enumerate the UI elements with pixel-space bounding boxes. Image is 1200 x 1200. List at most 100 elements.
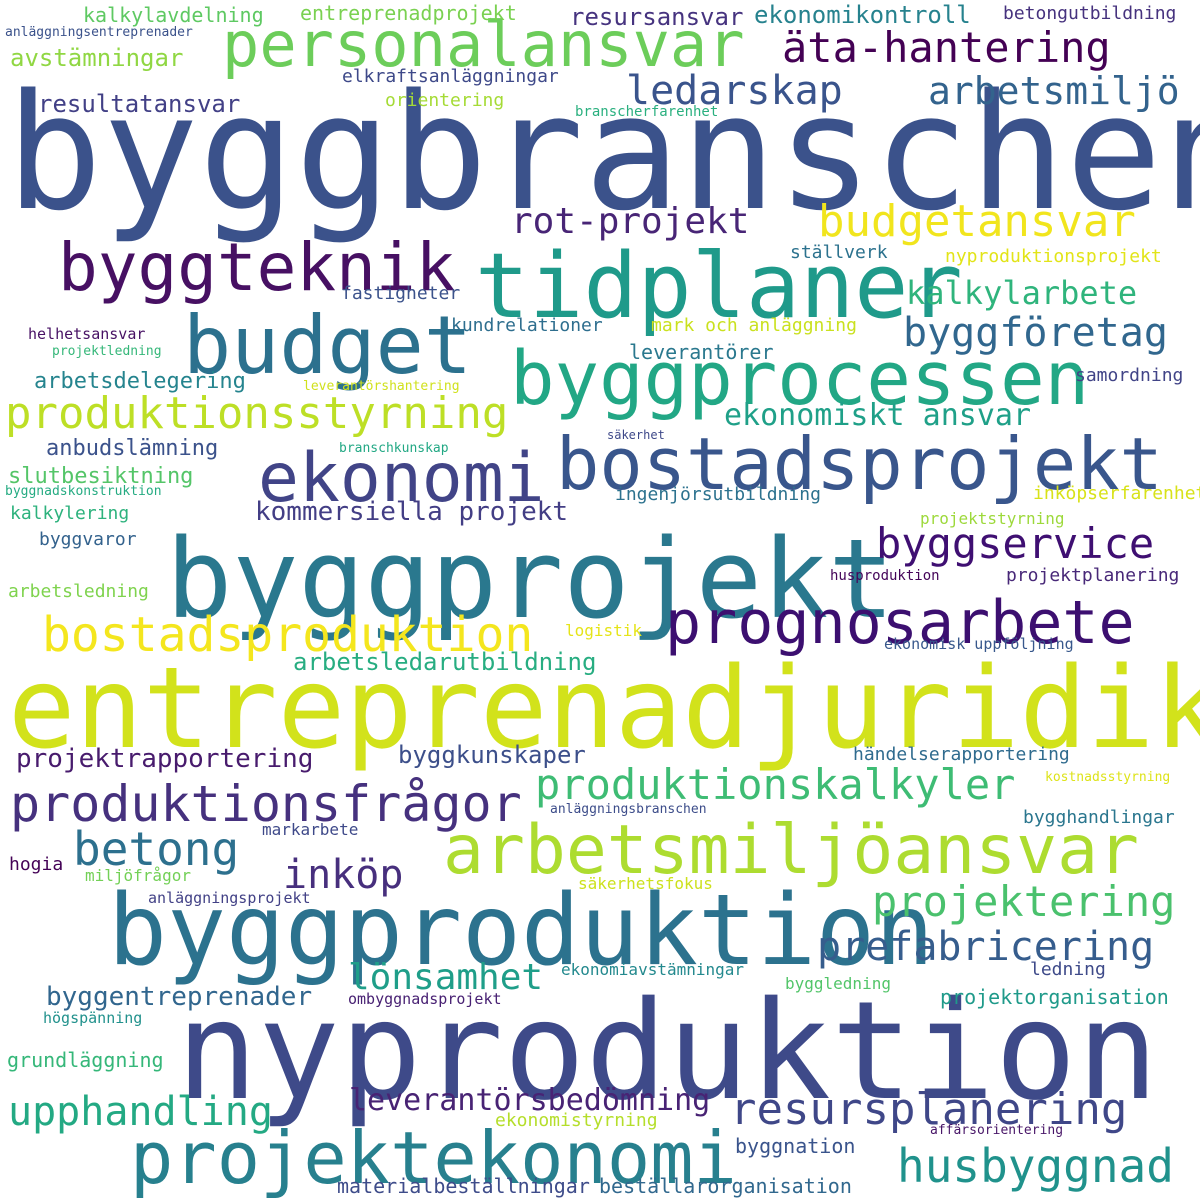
word-byggledning: byggledning [785,974,891,993]
word-projektstyrning: projektstyrning [920,509,1065,528]
word-upphandling: upphandling [8,1089,273,1135]
word-tidplaner: tidplaner [475,234,963,339]
word-byggentreprenader: byggentreprenader [46,982,313,1012]
word-orientering: orientering [385,90,505,111]
word-elkraftsanlaggningar: elkraftsanläggningar [342,66,559,87]
word-lonsamhet: lönsamhet [348,957,544,998]
word-ekonomikontroll: ekonomikontroll [754,1,971,29]
word-projektplanering: projektplanering [1006,565,1180,586]
word-projektering: projektering [872,877,1176,926]
word-samordning: samordning [1075,365,1184,386]
word-leverantorsbedomning: leverantörsbedömning [349,1083,711,1118]
word-stallverk: ställverk [790,242,888,263]
word-bostadsproduktion: bostadsproduktion [42,607,534,663]
word-bostadsprojekt: bostadsprojekt [556,422,1163,506]
word-ekonomisk-uppfoljning: ekonomisk uppföljning [884,635,1074,653]
word-byggnation: byggnation [735,1134,856,1158]
word-kundrelationer: kundrelationer [451,315,603,336]
word-hogspanning: högspänning [43,1009,143,1027]
word-hogia: hogia [9,854,64,875]
word-helhetsansvar: helhetsansvar [28,325,146,343]
word-anlaggningsentreprenader: anläggningsentreprenader [5,25,193,40]
word-ekonomistyrning: ekonomistyrning [495,1110,658,1131]
word-betong: betong [73,822,240,876]
word-resursplanering: resursplanering [730,1084,1128,1135]
word-byggnadskonstruktion: byggnadskonstruktion [5,484,162,499]
word-kalkylarbete: kalkylarbete [906,274,1138,312]
word-betongutbildning: betongutbildning [1003,3,1177,24]
word-logistik: logistik [565,621,643,640]
word-budget: budget [183,299,472,392]
word-arbetsledarutbildning: arbetsledarutbildning [293,648,597,676]
word-resursansvar: resursansvar [570,3,744,31]
word-anbudslamning: anbudslämning [46,436,219,461]
word-produktionsfragor: produktionsfrågor [10,775,522,833]
word-kalkylering: kalkylering [10,503,130,524]
word-projektekonomi: projektekonomi [130,1116,737,1200]
word-byggbranschen: byggbranschen [6,59,1200,246]
word-leverantorshantering: leverantörshantering [303,379,460,394]
word-resultatansvar: resultatansvar [38,90,241,118]
word-arbetsmiljo: arbetsmiljö [928,69,1180,113]
word-byggkunskaper: byggkunskaper [398,741,586,769]
word-markarbete: markarbete [262,820,359,839]
word-projektledning: projektledning [52,344,162,359]
word-mark-och-anlaggning: mark och anläggning [651,315,857,336]
word-leverantorer: leverantörer [629,340,774,364]
word-materialbestallningar: materialbeställningar [337,1174,590,1198]
word-ekonomiavstamningar: ekonomiavstämningar [561,960,745,979]
word-byggprocessen: byggprocessen [510,336,1090,422]
word-byggvaror: byggvaror [39,529,137,550]
word-nyproduktionsprojekt: nyproduktionsprojekt [945,246,1162,267]
word-fastigheter: fastigheter [341,283,461,304]
word-byggteknik: byggteknik [58,229,456,306]
word-prognosarbete: prognosarbete [665,588,1135,658]
word-rot-projekt: rot-projekt [511,201,750,242]
word-branscherfarenhet: branscherfarenhet [575,104,719,120]
word-anlaggningsprojekt: anläggningsprojekt [148,889,311,907]
word-bestallarorganisation: beställarorganisation [599,1174,852,1198]
word-arbetsledning: arbetsledning [8,581,149,602]
word-projektorganisation: projektorganisation [940,985,1169,1009]
word-arbetsdelegering: arbetsdelegering [34,369,246,394]
word-handelserapportering: händelserapportering [853,744,1070,765]
word-nyproduktion: nyproduktion [176,973,1159,1131]
word-branschkunskap: branschkunskap [339,441,449,456]
word-sakerhet: säkerhet [607,428,665,442]
word-kostnadsstyrning: kostnadsstyrning [1045,770,1171,785]
word-produktionsstyrning: produktionsstyrning [5,388,509,439]
word-byggproduktion: byggproduktion [108,874,935,988]
word-sakerhetsfokus: säkerhetsfokus [578,874,713,893]
word-grundlaggning: grundläggning [7,1048,164,1072]
word-ekonomiskt-ansvar: ekonomiskt ansvar [724,398,1032,433]
word-ingenjorsutbildning: ingenjörsutbildning [615,484,821,505]
word-projektrapportering: projektrapportering [16,744,314,774]
word-ombyggnadsprojekt: ombyggnadsprojekt [348,990,502,1008]
word-entreprenadjuridik: entreprenadjuridik [8,644,1200,774]
word-prefabricering: prefabricering [817,924,1155,970]
word-byggforetag: byggföretag [903,310,1168,356]
word-husproduktion: husproduktion [830,568,940,584]
word-inkop: inköp [283,852,404,898]
word-entreprenadprojekt: entreprenadprojekt [300,1,517,25]
word-kommersiella-projekt: kommersiella projekt [255,497,569,527]
word-arbetsmiljoansvar: arbetsmiljöansvar [443,811,1139,890]
word-ledning: ledning [1030,959,1106,980]
word-ekonomi: ekonomi [258,439,545,518]
word-inkopserfarenhet: inköpserfarenhet [1033,483,1200,504]
word-slutbesiktning: slutbesiktning [8,464,194,489]
word-ata-hantering: äta-hantering [782,23,1111,72]
word-byggservice: byggservice [876,519,1155,568]
word-anlaggningsbranschen: anläggningsbranschen [550,802,707,817]
word-kalkylavdelning: kalkylavdelning [83,3,264,27]
word-avstamningar: avstämningar [10,44,184,72]
word-affarsorientering: affärsorientering [930,1123,1064,1138]
word-produktionskalkyler: produktionskalkyler [535,760,1016,809]
word-miljofragor: miljöfrågor [85,866,191,885]
word-ledarskap: ledarskap [626,68,843,114]
word-personalansvar: personalansvar [222,8,745,81]
word-byggprojekt: byggprojekt [166,515,895,643]
word-budgetansvar: budgetansvar [818,196,1136,247]
word-husbyggnad: husbyggnad [897,1139,1174,1193]
